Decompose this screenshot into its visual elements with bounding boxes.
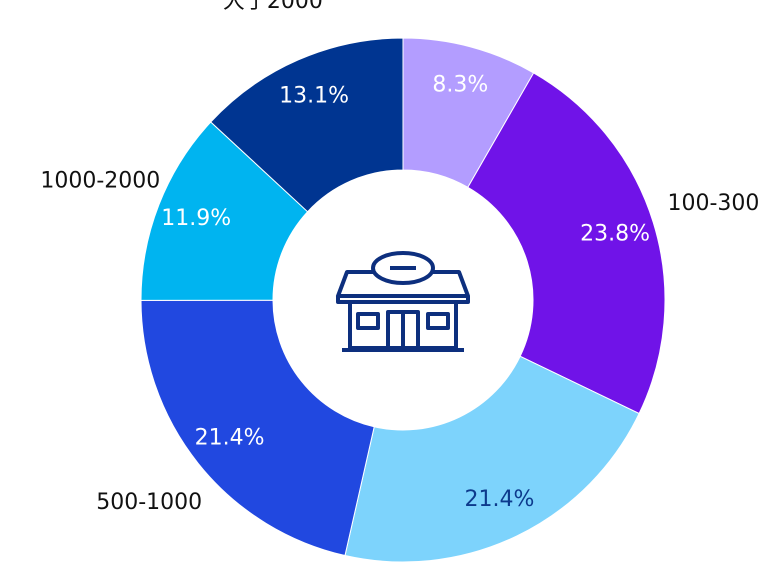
value-label: 13.1% (279, 84, 349, 109)
value-label: 21.4% (465, 487, 535, 512)
value-label: 11.9% (161, 206, 231, 231)
donut-slice (467, 72, 666, 415)
value-label: 21.4% (195, 426, 265, 451)
category-label: 1000-2000 (40, 169, 160, 194)
category-label: 100-300 (667, 191, 759, 216)
donut-slice (344, 355, 640, 563)
category-label: 500-1000 (96, 490, 202, 515)
category-label: 大于2000 (223, 0, 323, 14)
donut-slice (140, 299, 375, 557)
donut-slice (210, 37, 404, 213)
value-label: 23.8% (580, 221, 650, 246)
shop-icon (336, 251, 470, 352)
value-label: 8.3% (432, 73, 488, 98)
